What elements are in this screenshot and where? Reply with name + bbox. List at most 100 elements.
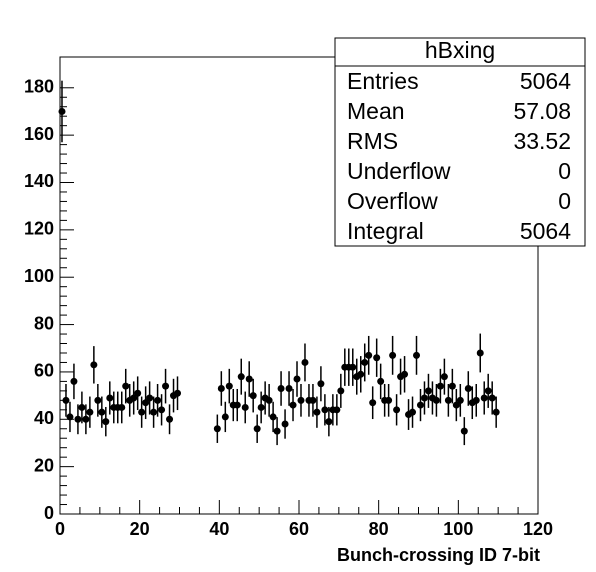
data-point	[349, 363, 357, 371]
data-point	[401, 370, 409, 378]
data-point	[158, 406, 166, 414]
data-point	[357, 370, 365, 378]
stats-value: 5064	[520, 218, 571, 244]
data-point	[162, 382, 170, 390]
data-point	[432, 396, 440, 404]
stats-label: Integral	[347, 218, 424, 244]
data-point	[249, 392, 257, 400]
data-point	[337, 387, 345, 395]
data-point	[420, 394, 428, 402]
data-point	[424, 387, 432, 395]
data-point	[221, 413, 229, 421]
data-point	[365, 351, 373, 359]
data-point	[389, 351, 397, 359]
data-point	[293, 375, 301, 383]
data-point	[309, 396, 317, 404]
x-tick-label: 60	[289, 519, 309, 539]
stats-value: 5064	[520, 68, 571, 94]
data-point	[74, 415, 82, 423]
data-point	[281, 420, 289, 428]
data-point	[245, 375, 253, 383]
data-point	[122, 382, 130, 390]
data-point	[94, 396, 102, 404]
x-tick-label: 0	[55, 519, 65, 539]
data-point	[166, 415, 174, 423]
y-tick-label: 100	[24, 266, 54, 286]
data-point	[273, 427, 281, 435]
data-point	[269, 413, 277, 421]
data-point	[86, 408, 94, 416]
data-point	[66, 413, 74, 421]
data-point	[472, 396, 480, 404]
data-point	[58, 107, 66, 115]
data-point	[154, 396, 162, 404]
data-point	[321, 406, 329, 414]
data-point	[90, 361, 98, 369]
data-point	[409, 408, 417, 416]
data-point	[289, 401, 297, 409]
y-tick-label: 40	[34, 408, 54, 428]
data-point	[277, 385, 285, 393]
data-point	[241, 403, 249, 411]
data-point	[444, 396, 452, 404]
data-point	[138, 408, 146, 416]
data-point	[130, 394, 138, 402]
stats-value: 57.08	[513, 98, 571, 124]
data-point	[142, 399, 150, 407]
data-point	[413, 351, 421, 359]
data-point	[134, 389, 142, 397]
data-point	[369, 399, 377, 407]
data-point	[484, 387, 492, 395]
stats-label: Mean	[347, 98, 405, 124]
y-tick-label: 0	[44, 503, 54, 523]
data-point	[333, 406, 341, 414]
data-point	[82, 415, 90, 423]
data-point	[78, 403, 86, 411]
data-point	[361, 358, 369, 366]
data-point	[217, 385, 225, 393]
data-point	[373, 354, 381, 362]
data-point	[448, 382, 456, 390]
data-point	[385, 396, 393, 404]
data-point	[456, 396, 464, 404]
stats-box-frame	[334, 37, 586, 247]
data-point	[237, 373, 245, 381]
stats-label: RMS	[347, 128, 398, 154]
data-point	[492, 408, 500, 416]
y-tick-label: 60	[34, 361, 54, 381]
data-point	[480, 394, 488, 402]
stats-label: Underflow	[347, 158, 451, 184]
stats-title: hBxing	[425, 37, 495, 63]
y-tick-label: 120	[24, 219, 54, 239]
data-point	[452, 401, 460, 409]
y-tick-label: 180	[24, 77, 54, 97]
data-point	[460, 427, 468, 435]
data-point	[265, 396, 273, 404]
stats-value: 0	[558, 158, 571, 184]
data-point	[174, 389, 182, 397]
x-tick-label: 120	[523, 519, 553, 539]
x-tick-label: 100	[443, 519, 473, 539]
stats-label: Entries	[347, 68, 419, 94]
data-point	[488, 394, 496, 402]
data-point	[317, 380, 325, 388]
data-point	[464, 385, 472, 393]
data-point	[106, 394, 114, 402]
data-point	[297, 396, 305, 404]
data-point	[225, 382, 233, 390]
data-point	[70, 377, 78, 385]
data-point	[301, 358, 309, 366]
data-point	[213, 425, 221, 433]
stats-value: 33.52	[513, 128, 571, 154]
y-tick-label: 140	[24, 171, 54, 191]
x-tick-label: 20	[130, 519, 150, 539]
data-point	[253, 425, 261, 433]
stats-value: 0	[558, 188, 571, 214]
data-point	[285, 385, 293, 393]
data-point	[393, 406, 401, 414]
x-tick-label: 80	[369, 519, 389, 539]
data-point	[440, 373, 448, 381]
data-point	[325, 418, 333, 426]
